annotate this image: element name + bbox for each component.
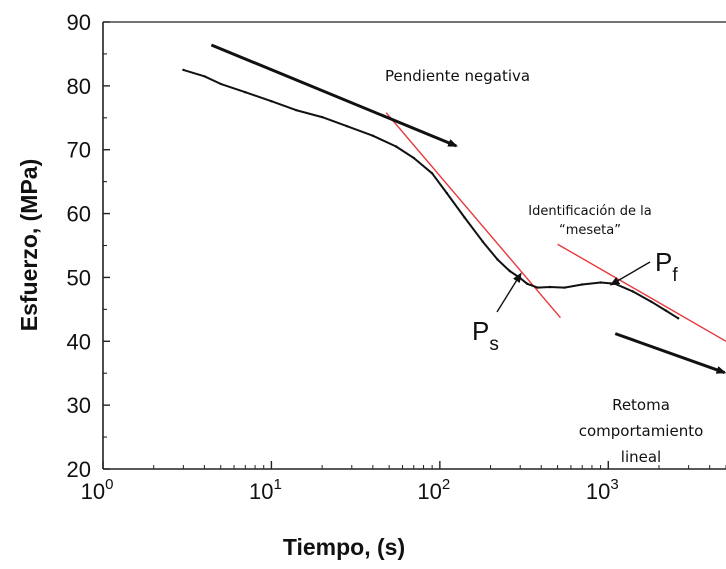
y-tick-label-30: 30 <box>67 393 91 418</box>
annotation-retoma-line1: Retoma <box>612 396 670 414</box>
data-point <box>394 145 398 148</box>
arrow-pf <box>609 261 651 286</box>
y-tick-label-70: 70 <box>67 138 91 163</box>
y-tick-label-60: 60 <box>67 202 91 227</box>
data-point <box>219 82 222 86</box>
x-axis-title: Tiempo, (s) <box>283 534 405 560</box>
data-point <box>463 216 466 219</box>
x-tick-label-100: 102 <box>417 476 450 504</box>
series-line-1 <box>183 68 679 320</box>
x-tick-label-1: 100 <box>81 476 114 504</box>
data-point <box>371 134 374 137</box>
data-point <box>244 91 247 94</box>
data-point <box>631 290 635 293</box>
x-tick-label-10: 101 <box>249 476 282 504</box>
data-point <box>563 286 566 289</box>
data-point <box>677 317 680 320</box>
y-tick-label-80: 80 <box>67 74 91 99</box>
data-point <box>481 240 484 243</box>
data-point <box>508 269 511 273</box>
fit-lines-layer <box>385 112 726 342</box>
point-label-ps-main: P <box>472 316 489 346</box>
annotation-identificacion-line1: Identificación de la <box>528 204 651 219</box>
point-label-pf-sub: f <box>672 265 678 286</box>
data-point <box>650 300 653 303</box>
y-axis-title: Esfuerzo, (MPa) <box>16 159 42 332</box>
data-point <box>581 283 584 286</box>
annotation-pendiente-negativa: Pendiente negativa <box>385 67 530 85</box>
point-label-ps: Ps <box>472 316 499 355</box>
point-label-pf: Pf <box>655 247 678 286</box>
data-point <box>496 258 499 261</box>
data-point <box>412 156 415 160</box>
data-point <box>536 286 539 289</box>
annotation-retoma-line2: comportamiento <box>579 422 704 440</box>
y-tick-label-90: 90 <box>67 10 91 35</box>
data-point <box>526 282 529 285</box>
ticks-layer: 20 30 40 50 60 70 80 90 100 101 102 103 <box>67 10 726 504</box>
data-point <box>445 191 448 195</box>
fit-line-1 <box>385 112 561 319</box>
data-point <box>345 124 348 128</box>
arrow-ps <box>496 272 522 313</box>
data-point <box>664 309 668 312</box>
data-point <box>430 172 434 175</box>
data-point <box>548 285 552 289</box>
arrow-pendiente <box>210 43 459 148</box>
data-point <box>294 108 298 112</box>
annotation-identificacion-line2: “meseta” <box>559 223 621 238</box>
data-point <box>320 115 324 119</box>
data-point <box>599 281 602 284</box>
data-point <box>182 68 185 72</box>
y-tick-label-40: 40 <box>67 329 91 354</box>
data-point <box>203 75 206 78</box>
point-label-ps-sub: s <box>489 334 499 355</box>
point-label-pf-main: P <box>655 247 672 277</box>
fit-line-2 <box>557 243 726 342</box>
arrows-layer <box>210 43 726 374</box>
data-point <box>270 100 273 103</box>
y-tick-label-50: 50 <box>67 265 91 290</box>
y-tick-label-20: 20 <box>67 457 91 482</box>
annotation-retoma-line3: lineal <box>621 448 661 466</box>
arrow-retoma <box>614 332 726 374</box>
x-tick-label-1000: 103 <box>586 476 619 504</box>
data-layer <box>182 68 680 320</box>
